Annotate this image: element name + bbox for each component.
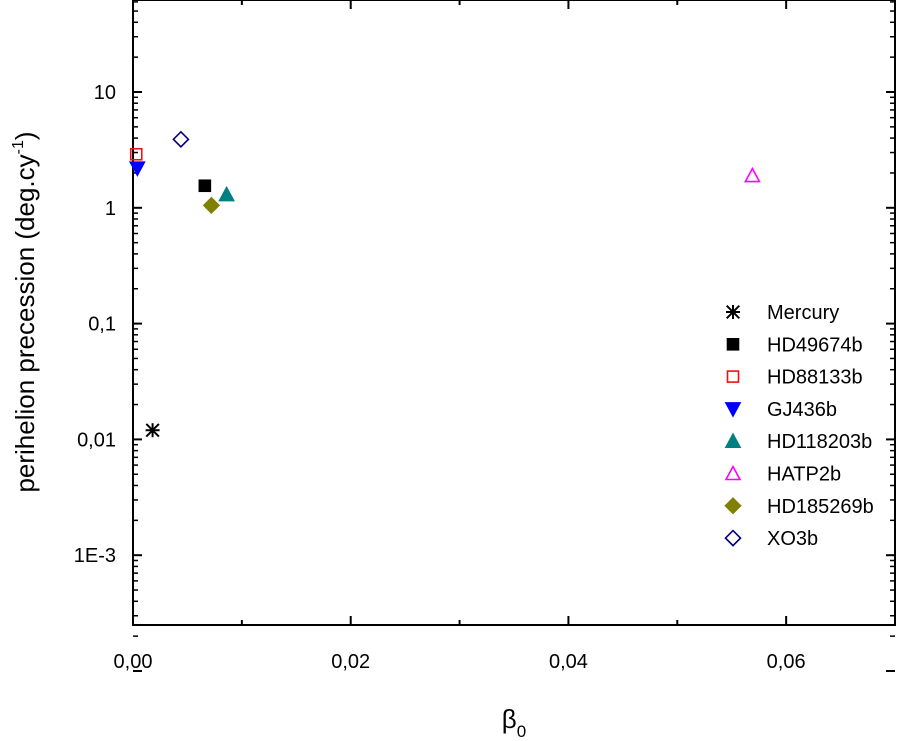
- legend-marker: [724, 529, 742, 547]
- data-points: [129, 130, 761, 438]
- legend-marker: [724, 432, 742, 449]
- x-tick-label: 0,02: [331, 651, 370, 673]
- y-tick-label: 10: [94, 82, 116, 104]
- y-tick-label: 1: [105, 198, 116, 220]
- legend-marker: [726, 370, 740, 383]
- data-point: [198, 179, 212, 193]
- y-tick-label: 0,1: [88, 314, 116, 336]
- data-point: [172, 130, 190, 148]
- legend: Mercury HD49674b HD88133b GJ436b HD118203b HA…: [724, 302, 874, 550]
- data-point: [129, 161, 146, 177]
- data-point: [744, 166, 761, 183]
- x-axis-title-subscript: 0: [517, 722, 526, 741]
- y-axis-title-superscript: -1: [10, 140, 27, 154]
- legend-marker: [724, 464, 742, 481]
- data-point: [129, 147, 143, 161]
- x-tick-label: 0,04: [549, 651, 588, 673]
- legend-marker: [726, 337, 740, 351]
- plot-frame: [132, 0, 896, 626]
- legend-marker: [725, 304, 741, 320]
- x-axis-title-main: β: [502, 704, 517, 734]
- data-point: [202, 196, 221, 214]
- y-tick-label: 1E-3: [74, 545, 116, 567]
- x-axis-title: β0: [502, 704, 526, 741]
- legend-label: HD118203b: [767, 431, 872, 453]
- y-tick-label: 0,01: [77, 429, 116, 451]
- legend-label: XO3b: [767, 528, 818, 550]
- tick-labels: 0,00 0,02 0,04 0,06 1E-3 0,01 0,1 1 10: [74, 82, 806, 673]
- legend-label: HATP2b: [767, 464, 841, 486]
- y-axis-title: perihelion precession (deg.cy-1): [10, 131, 40, 492]
- legend-marker: [724, 497, 742, 515]
- legend-label: HD49674b: [767, 334, 863, 356]
- x-tick-label: 0,00: [114, 651, 153, 673]
- data-point: [145, 423, 160, 438]
- data-point: [218, 185, 235, 202]
- legend-label: HD88133b: [767, 367, 863, 389]
- legend-marker: [724, 402, 742, 418]
- legend-label: HD185269b: [767, 496, 874, 518]
- x-tick-label: 0,06: [767, 651, 806, 673]
- y-axis-title-main: perihelion precession (deg.cy: [10, 154, 40, 492]
- y-axis-title-end: ): [10, 131, 40, 140]
- legend-label: Mercury: [767, 302, 839, 324]
- legend-label: GJ436b: [767, 399, 837, 421]
